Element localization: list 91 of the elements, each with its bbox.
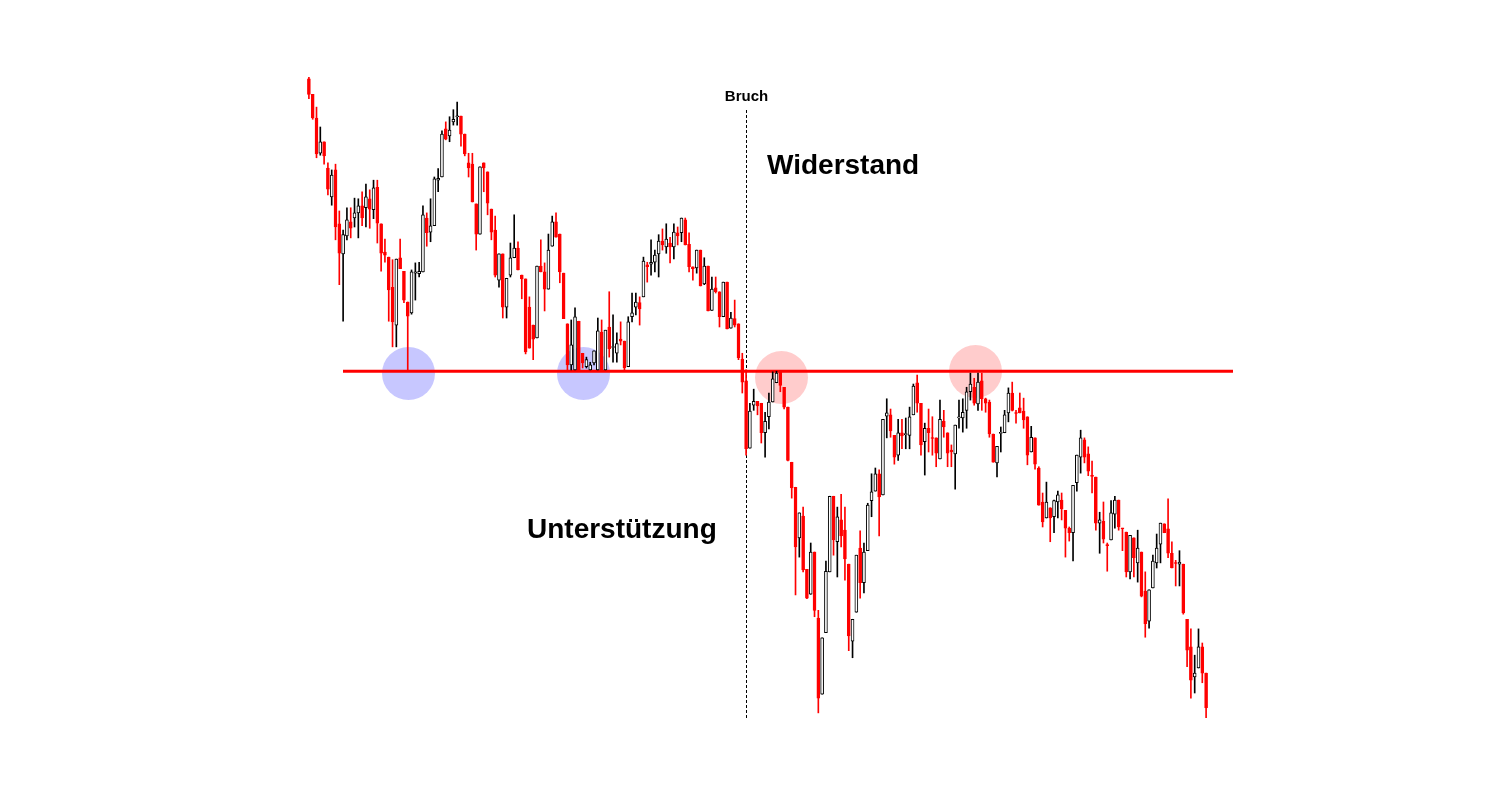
candlestick [751, 388, 756, 411]
candlestick [763, 411, 767, 458]
candlestick [729, 311, 733, 329]
candlestick [356, 198, 361, 239]
candlestick [512, 214, 517, 259]
candlestick [1132, 537, 1136, 578]
candlestick [462, 133, 467, 157]
candlestick [1200, 642, 1205, 684]
candlestick [1204, 672, 1208, 718]
candlestick [805, 568, 809, 600]
candlestick [881, 418, 885, 496]
candlestick [896, 418, 900, 461]
candlestick [1189, 628, 1193, 699]
candlestick [903, 417, 908, 450]
candlestick [538, 239, 543, 273]
candlestick [1170, 541, 1174, 569]
candlestick [1177, 550, 1182, 587]
candlestick [367, 189, 372, 229]
candlestick [691, 266, 695, 281]
candlestick [421, 205, 425, 273]
candlestick [417, 261, 421, 278]
candlestick [596, 317, 600, 371]
candlestick [634, 292, 638, 316]
candlestick [721, 281, 726, 318]
candlestick [710, 276, 714, 311]
candlestick [424, 212, 429, 247]
candlestick [573, 307, 577, 371]
candlestick [630, 292, 634, 323]
candlestick [1147, 589, 1151, 629]
candlestick [991, 433, 996, 463]
candlestick [702, 257, 707, 286]
candlestick [500, 253, 505, 319]
candlestick [626, 316, 631, 368]
candlestick [649, 239, 653, 276]
candlestick [782, 386, 786, 410]
annotation: Unterstützung [527, 512, 717, 544]
candlestick [329, 169, 334, 206]
candlestick [706, 265, 710, 312]
candlestick [694, 249, 699, 274]
candlestick [1109, 500, 1113, 541]
candlestick [797, 512, 802, 558]
candlestick [664, 223, 669, 254]
candlestick [808, 542, 813, 595]
candlestick [318, 126, 323, 156]
candlestick [588, 361, 593, 371]
candlestick [474, 203, 479, 251]
candlestick [934, 437, 939, 468]
candlestick [668, 236, 672, 264]
candlestick [1166, 498, 1170, 559]
candlestick [1094, 476, 1098, 531]
candlestick [1124, 531, 1129, 578]
candlestick [1185, 618, 1189, 668]
candlestick [900, 418, 904, 450]
candlestick [1128, 534, 1132, 580]
candlestick [345, 207, 349, 241]
candlestick [348, 207, 353, 239]
candlestick [455, 101, 459, 126]
candlestick [516, 241, 520, 271]
candlestick [1181, 563, 1186, 615]
candlestick [1052, 499, 1056, 534]
candlestick [569, 319, 574, 371]
candlestick [1029, 426, 1034, 453]
candlestick [858, 530, 862, 599]
candlestick [938, 399, 942, 460]
candlestick [725, 281, 729, 330]
candlestick [672, 223, 676, 260]
candlestick [748, 402, 752, 449]
candlestick [1120, 527, 1125, 552]
candlestick [1048, 507, 1053, 543]
candlestick [615, 332, 619, 363]
candlestick [995, 445, 999, 478]
candlestick [839, 493, 843, 548]
candlestick [919, 402, 923, 456]
candlestick [364, 183, 368, 228]
annotation: Widerstand [767, 148, 920, 180]
candlestick [443, 121, 448, 141]
candlestick [915, 374, 919, 413]
candlestick [645, 261, 650, 283]
candlestick [326, 162, 330, 196]
candlestick [341, 229, 345, 322]
candlestick [816, 609, 821, 714]
candlestick [820, 637, 824, 695]
candlestick [1113, 495, 1117, 529]
candlestick [1071, 484, 1075, 562]
candlestick [922, 422, 927, 476]
candlestick [550, 215, 555, 247]
annotation: Bruch [724, 87, 769, 105]
candlestick [972, 377, 977, 406]
candlestick [1056, 490, 1060, 519]
candlestick [759, 402, 764, 444]
candlestick [801, 506, 805, 573]
